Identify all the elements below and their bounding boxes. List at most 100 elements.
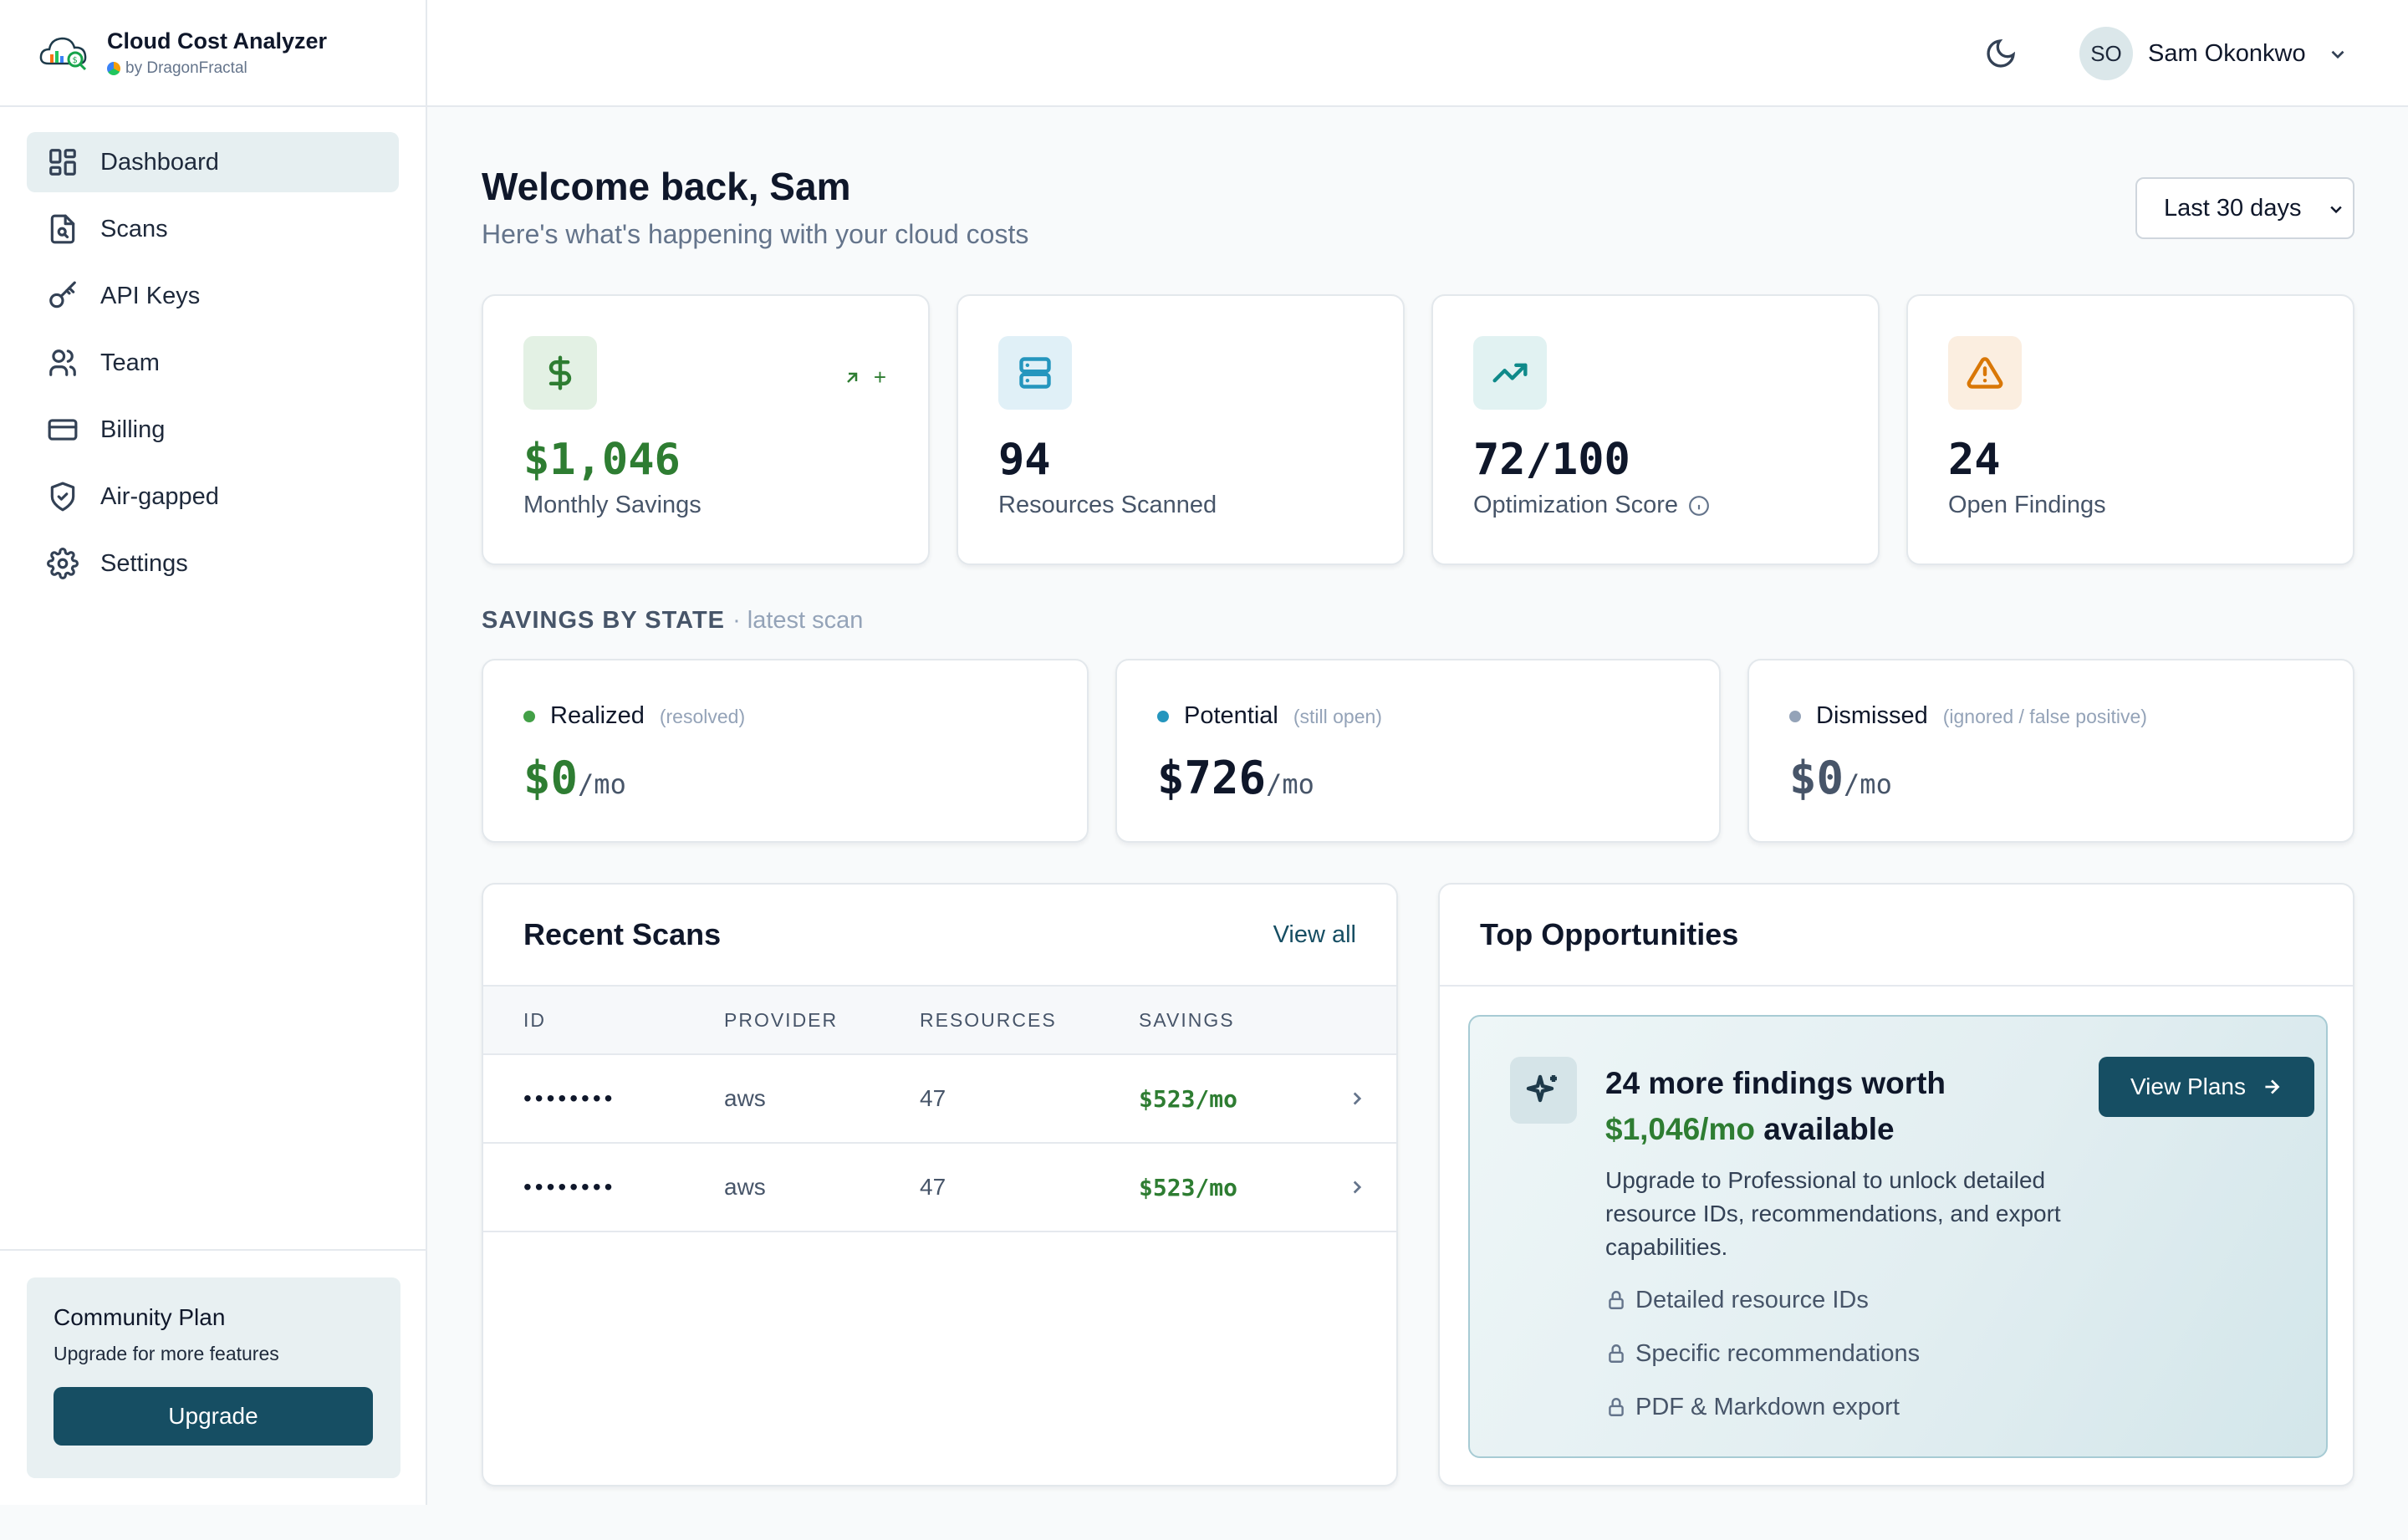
cloud-logo-icon: $ xyxy=(39,37,87,71)
view-plans-button[interactable]: View Plans xyxy=(2099,1057,2314,1117)
sidebar-nav: Dashboard Scans API Keys Team Billing Ai… xyxy=(0,107,426,594)
sidebar-item-scans[interactable]: Scans xyxy=(27,199,399,259)
sidebar: $ Cloud Cost Analyzer by DragonFractal D… xyxy=(0,0,427,1505)
section-title-text: SAVINGS BY STATE xyxy=(482,607,726,634)
dashboard-icon xyxy=(49,149,76,176)
stat-label: Open Findings xyxy=(1948,492,2106,518)
key-icon xyxy=(49,281,76,309)
document-scan-icon xyxy=(50,214,75,244)
state-value: $0/mo xyxy=(1789,752,2313,804)
sidebar-item-billing[interactable]: Billing xyxy=(27,400,399,460)
table-row[interactable]: •••••••• aws 47 $523/mo xyxy=(483,1055,1396,1144)
stat-value: 24 xyxy=(1948,435,2001,485)
page-title: Welcome back, Sam xyxy=(482,165,851,208)
state-amount: $726 xyxy=(1157,752,1267,804)
stat-value: $1,046 xyxy=(523,435,681,485)
state-value: $0/mo xyxy=(523,752,1047,804)
state-amount: $0 xyxy=(1789,752,1844,804)
promo-headline: 24 more findings worth $1,046/mo availab… xyxy=(1605,1060,2074,1152)
table-row[interactable]: •••••••• aws 47 $523/mo xyxy=(483,1144,1396,1232)
state-hint: (ignored / false positive) xyxy=(1942,706,2147,727)
promo-body: 24 more findings worth $1,046/mo availab… xyxy=(1605,1060,2074,1425)
chevron-down-icon xyxy=(2330,206,2342,214)
chevron-down-icon[interactable] xyxy=(2327,43,2349,65)
brand[interactable]: $ Cloud Cost Analyzer by DragonFractal xyxy=(0,0,426,107)
app-byline: by DragonFractal xyxy=(107,59,327,78)
moon-icon[interactable] xyxy=(1984,37,2018,70)
view-all-link[interactable]: View all xyxy=(1273,920,1356,948)
date-range-select[interactable]: Last 30 days xyxy=(2135,177,2354,239)
sidebar-divider xyxy=(0,1249,427,1251)
status-dot xyxy=(523,710,535,722)
feature-item: PDF & Markdown export xyxy=(1605,1390,2074,1425)
arrow-right-icon xyxy=(2265,1079,2280,1094)
byline-text: by DragonFractal xyxy=(125,59,247,77)
feature-label: Detailed resource IDs xyxy=(1635,1286,1869,1313)
column-header-provider: PROVIDER xyxy=(724,1008,839,1031)
state-unit: /mo xyxy=(578,768,626,800)
feature-item: Detailed resource IDs xyxy=(1605,1282,2074,1318)
state-value: $726/mo xyxy=(1157,752,1679,804)
dragonfractal-logo-icon xyxy=(107,61,120,75)
state-amount: $0 xyxy=(523,752,579,804)
gear-icon xyxy=(47,548,79,579)
state-card-realized: Realized (resolved) $0/mo xyxy=(482,659,1089,843)
sidebar-item-settings[interactable]: Settings xyxy=(27,533,399,594)
status-dot xyxy=(1789,710,1801,722)
state-card-dismissed: Dismissed (ignored / false positive) $0/… xyxy=(1747,659,2354,843)
state-hint: (still open) xyxy=(1293,706,1382,727)
top-opportunities-panel: Top Opportunities 24 more findings worth… xyxy=(1438,883,2354,1486)
sparkles-icon-wrap xyxy=(1510,1057,1577,1124)
scan-savings: $523/mo xyxy=(1139,1173,1238,1201)
sidebar-item-dashboard[interactable]: Dashboard xyxy=(27,132,399,192)
scan-resources: 47 xyxy=(920,1085,946,1111)
plan-title: Community Plan xyxy=(54,1304,226,1330)
state-unit: /mo xyxy=(1844,768,1892,800)
plan-subtitle: Upgrade for more features xyxy=(54,1343,279,1364)
trending-up-icon xyxy=(1492,363,1528,383)
lock-icon xyxy=(1609,1344,1624,1363)
status-dot xyxy=(1157,710,1169,722)
app-title: Cloud Cost Analyzer xyxy=(107,28,328,54)
sidebar-item-label: Team xyxy=(100,349,160,376)
sidebar-item-api-keys[interactable]: API Keys xyxy=(27,266,399,326)
table-header: ID PROVIDER RESOURCES SAVINGS xyxy=(483,987,1396,1055)
recent-scans-panel: Recent Scans View all ID PROVIDER RESOUR… xyxy=(482,883,1398,1486)
server-icon xyxy=(1019,357,1051,389)
state-hint: (resolved) xyxy=(659,706,746,727)
sidebar-item-air-gapped[interactable]: Air-gapped xyxy=(27,467,399,527)
chevron-right-icon[interactable] xyxy=(1346,1088,1368,1109)
state-card-potential: Potential (still open) $726/mo xyxy=(1115,659,1721,843)
plan-card: Community Plan Upgrade for more features… xyxy=(27,1277,400,1478)
chevron-right-icon[interactable] xyxy=(1346,1176,1368,1198)
sidebar-item-label: Settings xyxy=(100,549,188,577)
state-name: Realized xyxy=(550,702,645,729)
state-name: Dismissed xyxy=(1816,702,1928,729)
promo-amount: $1,046/mo xyxy=(1605,1112,1755,1146)
warning-icon xyxy=(1967,357,2003,389)
panel-title: Top Opportunities xyxy=(1480,917,1739,951)
scan-id: •••••••• xyxy=(523,1174,616,1200)
sidebar-item-label: Dashboard xyxy=(100,148,219,176)
upgrade-button[interactable]: Upgrade xyxy=(54,1387,373,1446)
view-plans-label: View Plans xyxy=(2130,1073,2246,1099)
column-header-savings: SAVINGS xyxy=(1139,1008,1235,1031)
stat-value: 72/100 xyxy=(1473,435,1630,485)
promo-headline-a: 24 more findings worth xyxy=(1605,1066,1946,1100)
user-name[interactable]: Sam Okonkwo xyxy=(2148,40,2306,67)
feature-label: PDF & Markdown export xyxy=(1635,1393,1900,1420)
feature-item: Specific recommendations xyxy=(1605,1336,2074,1371)
lock-icon xyxy=(1609,1398,1624,1416)
users-icon xyxy=(49,349,76,376)
state-name: Potential xyxy=(1184,702,1278,729)
dollar-icon-wrap xyxy=(523,336,597,410)
sidebar-item-team[interactable]: Team xyxy=(27,333,399,393)
section-title-savings-by-state: SAVINGS BY STATE · latest scan xyxy=(482,607,863,635)
shield-check-icon xyxy=(50,482,75,512)
avatar[interactable]: SO xyxy=(2079,27,2133,80)
trend-indicator: + xyxy=(842,365,886,390)
column-header-id: ID xyxy=(523,1008,546,1031)
dollar-icon xyxy=(548,355,572,390)
column-header-resources: RESOURCES xyxy=(920,1008,1057,1031)
info-icon[interactable] xyxy=(1688,495,1710,517)
